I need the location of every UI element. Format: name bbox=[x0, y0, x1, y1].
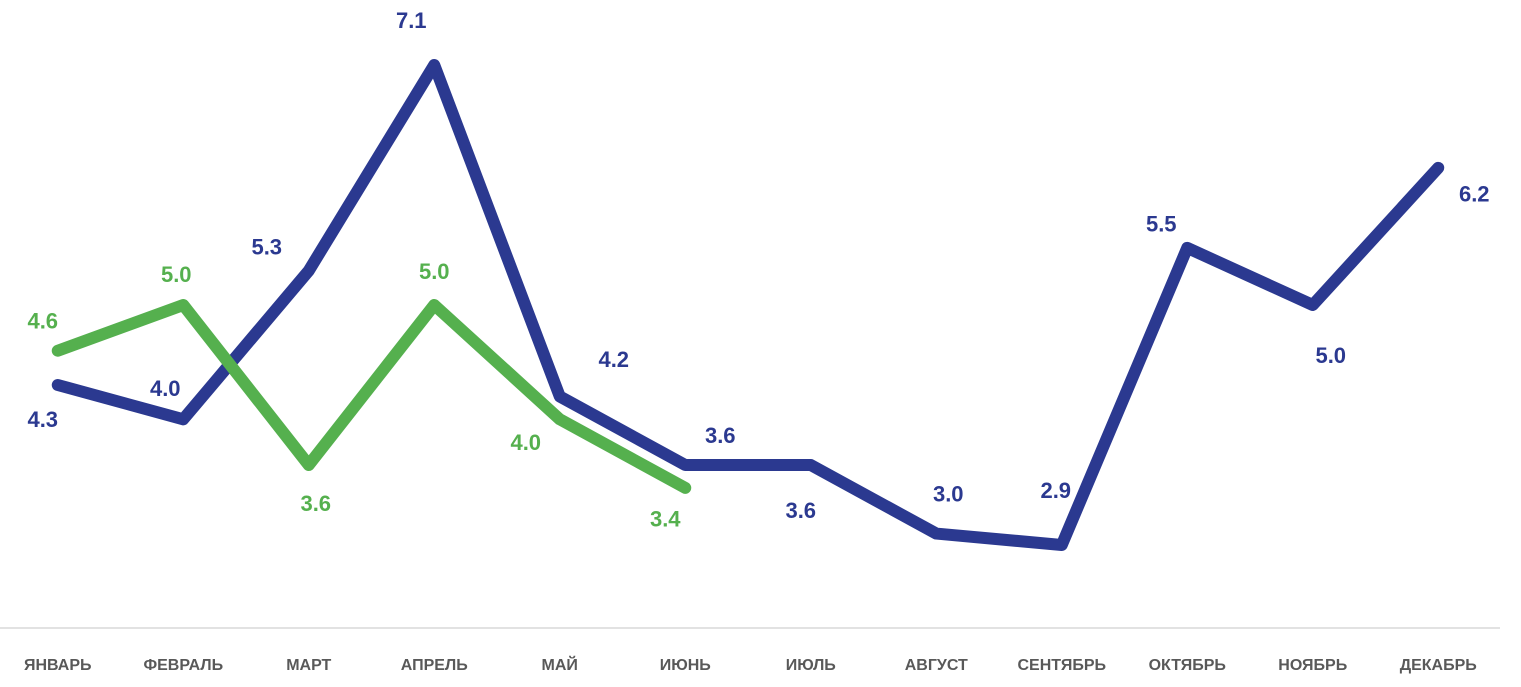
data-label: 3.6 bbox=[300, 491, 331, 516]
data-label: 2.9 bbox=[1040, 478, 1071, 503]
data-label: 6.2 bbox=[1459, 182, 1490, 207]
data-label: 5.0 bbox=[161, 262, 192, 287]
data-label: 4.2 bbox=[598, 347, 629, 372]
data-label: 4.0 bbox=[150, 376, 181, 401]
data-label: 4.6 bbox=[27, 309, 58, 334]
x-tick-label: ИЮНЬ bbox=[660, 657, 711, 674]
data-label: 3.6 bbox=[705, 423, 736, 448]
data-label: 3.6 bbox=[785, 498, 816, 523]
x-tick-label: ИЮЛЬ bbox=[786, 657, 836, 674]
x-tick-label: АПРЕЛЬ bbox=[401, 657, 468, 674]
data-label: 4.0 bbox=[510, 430, 541, 455]
line bbox=[51, 59, 1445, 551]
data-label: 5.3 bbox=[251, 235, 282, 260]
x-tick-label: СЕНТЯБРЬ bbox=[1017, 657, 1106, 674]
data-label: 5.0 bbox=[1315, 343, 1346, 368]
x-tick-label: ФЕВРАЛЬ bbox=[143, 657, 223, 674]
x-tick-label: МАЙ bbox=[542, 655, 578, 674]
x-tick-label: ЯНВАРЬ bbox=[24, 657, 92, 674]
line bbox=[51, 299, 692, 494]
x-tick-label: НОЯБРЬ bbox=[1278, 657, 1347, 674]
x-tick-label: ДЕКАБРЬ bbox=[1400, 657, 1477, 674]
data-label: 5.0 bbox=[419, 259, 450, 284]
x-tick-label: МАРТ bbox=[286, 657, 331, 674]
data-label: 5.5 bbox=[1146, 212, 1177, 237]
x-tick-label: ОКТЯБРЬ bbox=[1149, 657, 1226, 674]
data-label: 3.0 bbox=[933, 481, 964, 506]
x-tick-label: АВГУСТ bbox=[905, 657, 968, 674]
data-label: 7.1 bbox=[396, 8, 427, 33]
data-label: 3.4 bbox=[650, 507, 681, 532]
data-label: 4.3 bbox=[27, 407, 58, 432]
